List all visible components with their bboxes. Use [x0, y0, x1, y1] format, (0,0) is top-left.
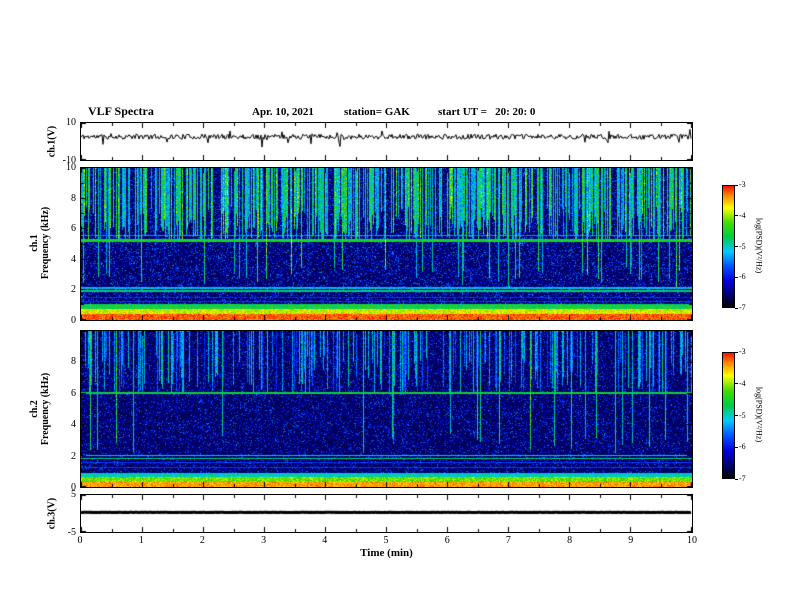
colorbar-tick-label: -3 — [739, 347, 746, 356]
y-tick-label: -10 — [62, 155, 76, 166]
time-axis-label: Time (min) — [360, 547, 413, 559]
x-tick-label: 5 — [383, 535, 389, 546]
start-ut-label: start UT = 20: 20: 0 — [438, 106, 536, 118]
x-tick-label: 3 — [261, 535, 267, 546]
x-tick-label: 8 — [567, 535, 573, 546]
ch3-voltage-waveform — [81, 495, 692, 532]
colorbar-tick — [735, 383, 738, 385]
colorbar-tick-label: -5 — [739, 410, 746, 420]
y-tick-label: 2 — [71, 284, 76, 296]
y-tick-label: 6 — [71, 223, 76, 235]
y-tick-label: 5 — [71, 489, 76, 500]
colorbar-tick — [735, 351, 738, 353]
ch1-voltage-panel — [80, 122, 693, 161]
colorbar-ch2-label: log(PSD)(V²/Hz) — [754, 386, 764, 443]
ch3-voltage-panel — [80, 494, 693, 533]
x-tick-label: 6 — [444, 535, 450, 546]
x-tick-label: 10 — [687, 535, 697, 546]
y-tick-label: 8 — [71, 192, 76, 204]
x-tick-label: 2 — [199, 535, 205, 546]
colorbar-tick — [735, 307, 738, 309]
ch1-voltage-waveform — [81, 123, 692, 160]
colorbar-tick-label: -6 — [739, 272, 746, 282]
y-tick-label: 2 — [71, 450, 76, 462]
date-label: Apr. 10, 2021 — [252, 106, 314, 118]
y-tick-label: 0 — [71, 482, 76, 493]
colorbar-tick — [735, 415, 738, 416]
station-label: station= GAK — [344, 106, 410, 118]
colorbar-tick-label: -7 — [739, 474, 746, 483]
y-tick-label: 8 — [71, 356, 76, 368]
colorbar-tick-label: -4 — [739, 210, 746, 220]
colorbar-tick — [735, 184, 738, 186]
y-tick-label: 4 — [71, 253, 76, 265]
colorbar-tick-label: -5 — [739, 241, 746, 251]
ch1-frequency-axis-label-line1: ch.1 — [29, 234, 40, 252]
y-tick-label: 0 — [71, 315, 76, 326]
figure-title: VLF Spectra — [88, 104, 154, 118]
x-tick-label: 4 — [322, 535, 328, 546]
ch2-spectrogram-panel — [80, 330, 693, 488]
ch2-frequency-axis-label-line1: ch.2 — [29, 400, 40, 418]
ch1-spectrogram — [81, 168, 692, 320]
x-tick-label: 9 — [628, 535, 634, 546]
y-tick-label: 4 — [71, 419, 76, 431]
y-tick-label: 6 — [71, 387, 76, 399]
colorbar-ch1 — [722, 185, 735, 308]
ch2-spectrogram — [81, 331, 692, 487]
colorbar-ch2 — [722, 352, 735, 479]
colorbar-tick-label: -3 — [739, 180, 746, 189]
colorbar-tick — [735, 276, 738, 278]
colorbar-tick — [735, 446, 738, 448]
x-tick-label: 0 — [77, 535, 83, 546]
colorbar-tick — [735, 215, 738, 217]
colorbar-tick — [735, 246, 738, 247]
x-tick-label: 7 — [505, 535, 511, 546]
colorbar-ch1-label: log(PSD)(V²/Hz) — [754, 217, 764, 274]
colorbar-tick-label: -4 — [739, 378, 746, 388]
y-tick-label: -5 — [67, 527, 76, 538]
colorbar-tick — [735, 478, 738, 480]
ch1-spectrogram-panel — [80, 167, 693, 321]
colorbar-tick-label: -7 — [739, 303, 746, 312]
colorbar-tick-label: -6 — [739, 442, 746, 452]
x-tick-label: 1 — [138, 535, 144, 546]
y-tick-label: 10 — [66, 162, 76, 173]
y-tick-label: 10 — [66, 117, 76, 128]
